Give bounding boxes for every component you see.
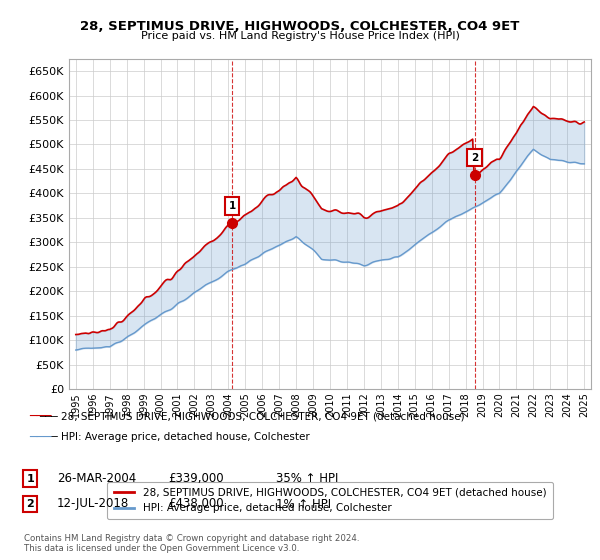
Text: 1: 1	[26, 474, 34, 484]
Text: 2: 2	[26, 499, 34, 509]
Text: 28, SEPTIMUS DRIVE, HIGHWOODS, COLCHESTER, CO4 9ET: 28, SEPTIMUS DRIVE, HIGHWOODS, COLCHESTE…	[80, 20, 520, 32]
Text: 12-JUL-2018: 12-JUL-2018	[57, 497, 129, 511]
Text: 35% ↑ HPI: 35% ↑ HPI	[276, 472, 338, 486]
Text: ───: ───	[29, 431, 52, 444]
Text: 26-MAR-2004: 26-MAR-2004	[57, 472, 136, 486]
Text: ─── 28, SEPTIMUS DRIVE, HIGHWOODS, COLCHESTER, CO4 9ET (detached house): ─── 28, SEPTIMUS DRIVE, HIGHWOODS, COLCH…	[39, 412, 464, 422]
Text: Contains HM Land Registry data © Crown copyright and database right 2024.
This d: Contains HM Land Registry data © Crown c…	[24, 534, 359, 553]
Text: £339,000: £339,000	[168, 472, 224, 486]
Text: 1: 1	[229, 201, 236, 211]
Text: ───: ───	[29, 410, 52, 423]
Text: £438,000: £438,000	[168, 497, 224, 511]
Legend: 28, SEPTIMUS DRIVE, HIGHWOODS, COLCHESTER, CO4 9ET (detached house), HPI: Averag: 28, SEPTIMUS DRIVE, HIGHWOODS, COLCHESTE…	[107, 482, 553, 520]
Text: 2: 2	[471, 153, 478, 162]
Text: 1% ↑ HPI: 1% ↑ HPI	[276, 497, 331, 511]
Text: ─── HPI: Average price, detached house, Colchester: ─── HPI: Average price, detached house, …	[39, 432, 310, 442]
Text: Price paid vs. HM Land Registry's House Price Index (HPI): Price paid vs. HM Land Registry's House …	[140, 31, 460, 41]
